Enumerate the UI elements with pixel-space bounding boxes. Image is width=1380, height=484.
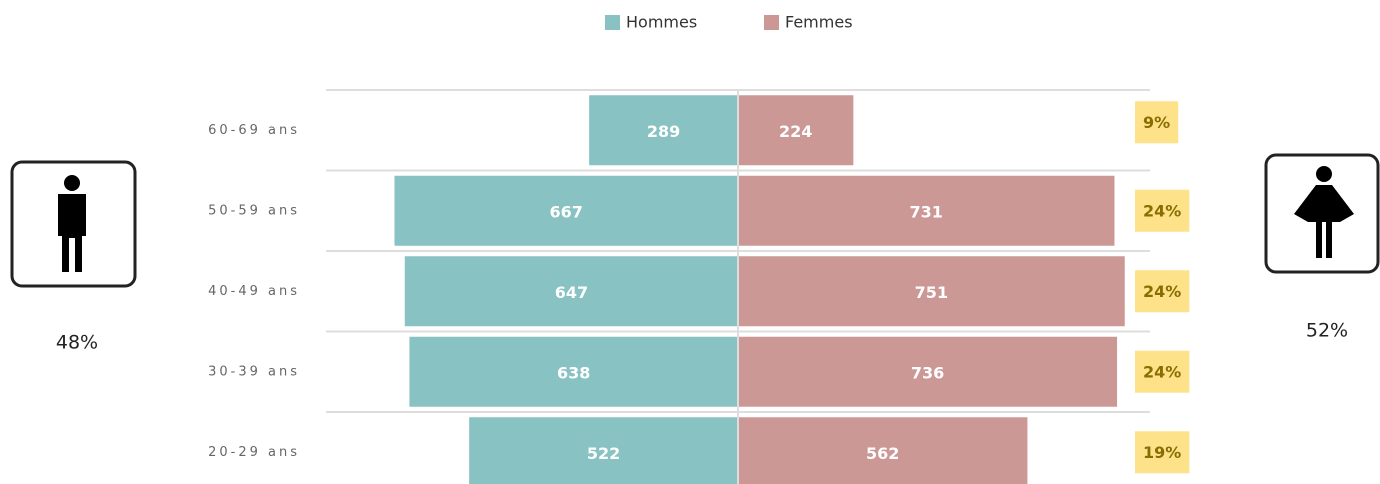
category-label: 20-29 ans: [208, 445, 300, 460]
bar: [738, 95, 854, 166]
share-badge: [1135, 270, 1190, 313]
bar: [738, 175, 1115, 246]
value-label: 731: [910, 202, 943, 221]
bar: [738, 417, 1028, 484]
share-label: 24%: [1143, 362, 1181, 381]
value-label: 667: [550, 202, 583, 221]
value-label: 736: [911, 363, 944, 382]
category-label: 40-49 ans: [208, 284, 300, 299]
category-label: 30-39 ans: [208, 364, 300, 379]
value-label: 751: [915, 283, 948, 302]
share-label: 24%: [1143, 201, 1181, 220]
bar: [404, 256, 738, 327]
value-label: 647: [555, 283, 588, 302]
share-badge: [1135, 350, 1190, 393]
female-icon: [1264, 153, 1380, 274]
legend-label: Femmes: [785, 13, 853, 32]
share-badge: [1135, 101, 1179, 144]
female-share: 52%: [1306, 320, 1348, 342]
bar: [589, 95, 738, 166]
bar: [738, 336, 1118, 407]
bar: [394, 175, 738, 246]
male-icon: [10, 160, 137, 288]
bar: [469, 417, 738, 484]
value-label: 638: [557, 363, 590, 382]
share-badge: [1135, 431, 1190, 474]
category-label: 50-59 ans: [208, 203, 300, 218]
category-label: 60-69 ans: [208, 123, 300, 138]
male-share: 48%: [56, 332, 98, 354]
legend-swatch: [605, 15, 620, 30]
bar: [738, 256, 1125, 327]
bar: [409, 336, 738, 407]
legend-swatch: [764, 15, 779, 30]
value-label: 562: [866, 444, 899, 463]
value-label: 224: [779, 122, 812, 141]
value-label: 289: [647, 122, 680, 141]
share-badge: [1135, 189, 1190, 232]
share-label: 9%: [1143, 113, 1170, 132]
value-label: 522: [587, 444, 620, 463]
share-label: 19%: [1143, 443, 1181, 462]
share-label: 24%: [1143, 282, 1181, 301]
legend-label: Hommes: [626, 13, 697, 32]
